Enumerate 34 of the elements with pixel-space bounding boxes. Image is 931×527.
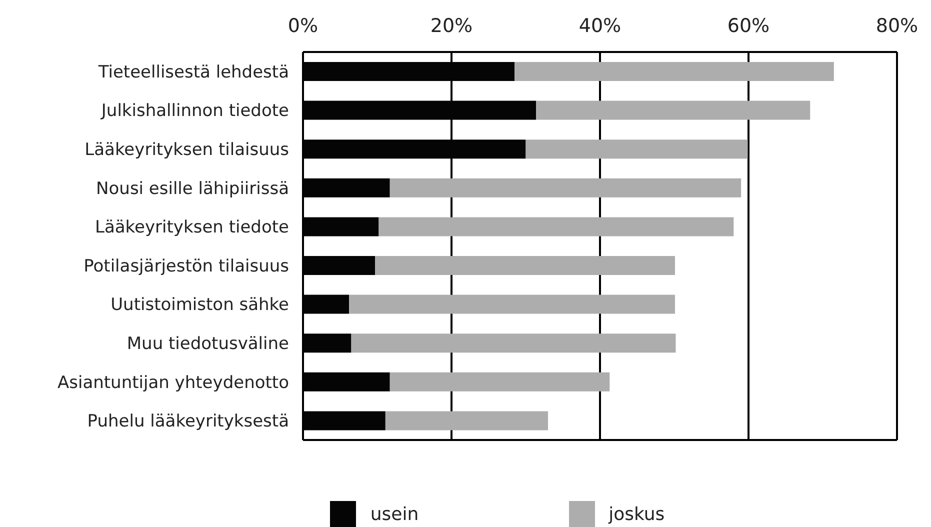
- y-tick-label: Lääkeyrityksen tilaisuus: [84, 140, 290, 160]
- bar: [351, 334, 676, 353]
- x-tick-label: 40%: [578, 15, 622, 37]
- y-tick-label: Puhelu lääkeyrityksestä: [87, 412, 289, 432]
- bar: [303, 411, 386, 430]
- bar: [303, 334, 352, 353]
- x-tick-label: 60%: [727, 15, 770, 37]
- y-tick-label: Potilasjärjestön tilaisuus: [84, 256, 290, 276]
- y-tick-label: Uutistoimiston sähke: [110, 295, 289, 316]
- bar: [303, 372, 390, 392]
- y-tick-label: Tieteellisestä lehdestä: [97, 62, 289, 82]
- bar: [385, 411, 548, 430]
- bar: [390, 178, 742, 198]
- bar: [349, 294, 675, 314]
- bar: [303, 256, 376, 275]
- x-tick-label: 0%: [288, 15, 318, 37]
- x-tick-label: 20%: [430, 15, 473, 37]
- legend-label: joskus: [608, 504, 665, 524]
- bar: [303, 294, 350, 314]
- bar: [390, 372, 610, 392]
- bar: [378, 217, 734, 236]
- bar: [526, 140, 748, 159]
- bar: [375, 256, 675, 275]
- y-tick-label: Asiantuntijan yhteydenotto: [57, 372, 289, 393]
- y-tick-label: Nousi esille lähipiirissä: [96, 178, 289, 199]
- y-tick-label: Muu tiedotusväline: [126, 334, 289, 354]
- x-tick-label: 80%: [876, 15, 918, 37]
- bar: [536, 100, 810, 120]
- bar: [303, 178, 390, 198]
- bar: [303, 217, 379, 236]
- y-tick-label: Lääkeyrityksen tiedote: [94, 218, 289, 238]
- bar: [514, 62, 834, 81]
- legend-label: usein: [370, 504, 419, 524]
- y-tick-label: Julkishallinnon tiedote: [100, 101, 289, 122]
